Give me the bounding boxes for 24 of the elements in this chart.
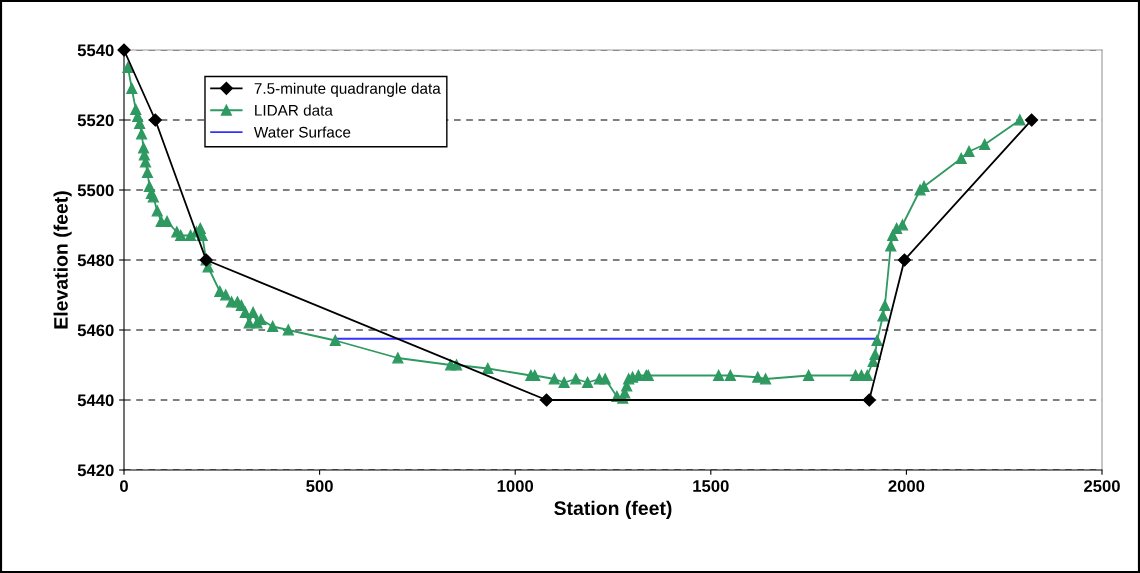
point	[539, 393, 554, 407]
y-tick-label: 5500	[77, 184, 114, 197]
y-tick-label: 5420	[77, 464, 114, 477]
point	[1024, 113, 1039, 127]
y-tick-label: 5480	[77, 254, 114, 267]
point	[117, 43, 131, 57]
point	[148, 113, 162, 127]
y-axis-title: Elevation (feet)	[53, 191, 72, 329]
legend-label: LIDAR data	[255, 104, 333, 116]
legend-label: 7.5-minute quadrangle data	[254, 82, 441, 97]
x-tick-label: 0	[120, 480, 128, 492]
x-tick-label: 1000	[497, 480, 534, 492]
x-tick-label: 2500	[1084, 480, 1120, 492]
x-tick-label: 2000	[888, 480, 925, 492]
y-tick-label: 5520	[77, 114, 114, 127]
x-tick-label: 1500	[693, 480, 729, 492]
y-tick-label: 5440	[77, 394, 114, 407]
point	[862, 393, 876, 407]
legend-label: Water Surface	[253, 126, 351, 138]
y-tick-label: 5540	[77, 44, 114, 57]
y-tick-label: 5460	[77, 324, 114, 337]
x-axis-title: Station (feet)	[554, 500, 672, 519]
point	[897, 253, 912, 267]
x-tick-label: 500	[306, 480, 333, 492]
